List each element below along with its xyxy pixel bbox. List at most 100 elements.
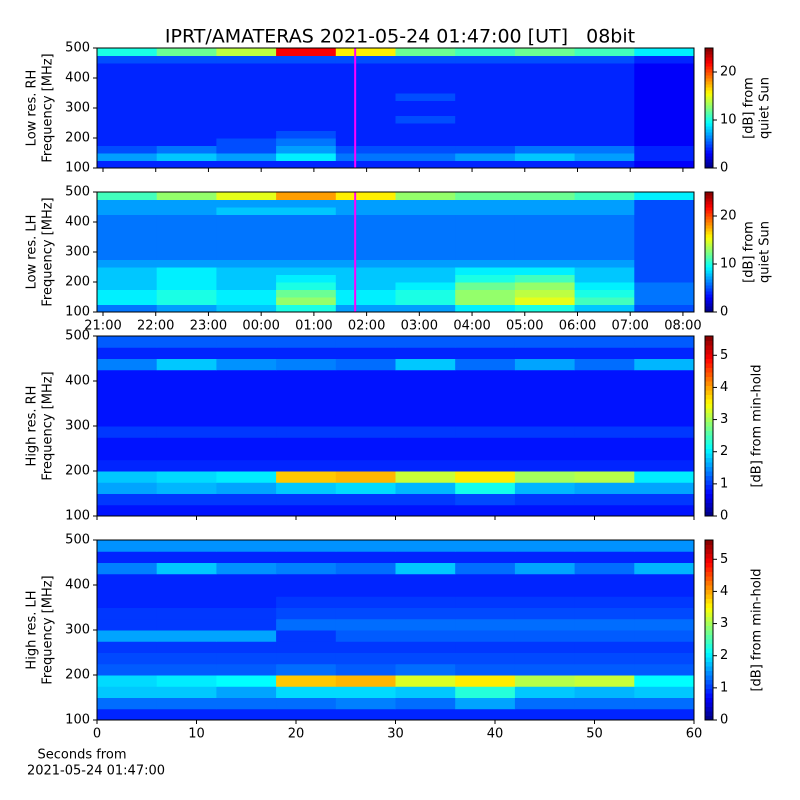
heat-cell <box>514 70 576 79</box>
heat-cell <box>455 403 516 416</box>
heat-cell <box>514 381 576 393</box>
colorbar-segment <box>705 204 713 208</box>
heat-cell <box>335 304 396 313</box>
heat-cell <box>335 55 396 64</box>
colorbar-segment <box>705 54 713 58</box>
heat-cell <box>216 297 277 305</box>
heat-cell <box>156 48 217 56</box>
heat-cell <box>634 160 695 169</box>
heat-cell <box>455 697 516 710</box>
heat-cell <box>335 282 396 290</box>
colorbar-segment <box>705 114 713 118</box>
heat-cell <box>395 93 456 101</box>
heat-cell <box>574 381 635 393</box>
heat-cell <box>574 108 635 116</box>
y-tick-label: 400 <box>65 71 90 86</box>
heat-cell <box>276 663 337 676</box>
colorbar-segment <box>705 670 713 676</box>
y-tick-label: 100 <box>65 305 90 320</box>
heat-cell <box>156 199 217 208</box>
colorbar-segment <box>705 345 713 350</box>
heat-cell <box>455 652 516 665</box>
heat-cell <box>97 100 158 109</box>
heat-cell <box>97 448 158 461</box>
heat-cell <box>276 437 337 449</box>
heat-cell <box>156 289 217 298</box>
heat-cell <box>156 244 217 253</box>
heat-cell <box>455 237 516 245</box>
heat-cell <box>634 414 695 427</box>
heat-cell <box>634 358 695 371</box>
colorbar-segment <box>705 300 713 304</box>
x-tick-label: 05:00 <box>506 319 543 334</box>
heat-cell <box>335 471 396 483</box>
colorbar-segment <box>705 123 713 127</box>
heat-cell <box>574 618 635 631</box>
heat-cell <box>395 686 456 698</box>
heat-cell <box>156 708 217 721</box>
heat-cell <box>395 493 456 506</box>
heat-cell <box>574 207 635 215</box>
heat-cell <box>216 471 277 483</box>
heat-cell <box>455 259 516 268</box>
heat-cell <box>395 70 456 79</box>
heat-cell <box>634 347 695 359</box>
heat-cell <box>395 392 456 404</box>
heat-cell <box>156 540 217 552</box>
colorbar-segment <box>705 585 713 590</box>
heat-cell <box>276 274 337 283</box>
heat-cell <box>455 347 516 359</box>
colorbar-segment <box>705 403 713 409</box>
heat-cell <box>97 78 158 86</box>
heat-cell <box>634 708 695 721</box>
colorbar-label: [dB] from min-hold <box>750 568 765 691</box>
heat-cell <box>574 259 635 268</box>
heat-cell <box>455 192 516 200</box>
heat-cell <box>395 596 456 608</box>
heat-cell <box>514 297 576 305</box>
heat-cell <box>335 252 396 260</box>
heat-cell <box>97 222 158 230</box>
heat-cell <box>395 369 456 382</box>
heat-cell <box>156 471 217 483</box>
heat-cell <box>395 607 456 620</box>
heat-cell <box>514 675 576 687</box>
colorbar-tick-label: 4 <box>720 584 728 599</box>
colorbar-segment <box>705 684 713 689</box>
heat-cell <box>276 708 337 721</box>
heat-cell <box>216 222 277 230</box>
heat-cell <box>634 130 695 139</box>
heat-cell <box>97 675 158 687</box>
heat-cell <box>395 697 456 710</box>
heat-cell <box>216 551 277 563</box>
heat-cell <box>216 244 277 253</box>
heat-cell <box>156 63 217 71</box>
heat-cell <box>216 48 277 56</box>
colorbar-segment <box>705 252 713 256</box>
heat-cell <box>634 585 695 597</box>
heat-cell <box>574 222 635 230</box>
heat-cell <box>97 392 158 404</box>
colorbar-segment <box>705 639 713 644</box>
heat-cell <box>335 708 396 721</box>
y-tick-label: 500 <box>65 185 90 200</box>
heat-cell <box>335 160 396 169</box>
heat-cell <box>97 244 158 253</box>
heat-cell <box>574 471 635 483</box>
heat-cell <box>634 115 695 124</box>
heat-cell <box>634 697 695 710</box>
heat-cell <box>97 130 158 139</box>
heat-cell <box>335 686 396 698</box>
heat-cell <box>574 282 635 290</box>
heat-cell <box>97 259 158 268</box>
heat-cell <box>455 244 516 253</box>
heat-cell <box>216 229 277 238</box>
heat-cell <box>514 596 576 608</box>
heat-cell <box>634 596 695 608</box>
heat-cell <box>514 540 576 552</box>
y-tick-label: 500 <box>65 533 90 548</box>
colorbar-frame <box>704 335 714 517</box>
heat-cell <box>97 282 158 290</box>
heat-cell <box>335 573 396 586</box>
heat-cell <box>97 289 158 298</box>
